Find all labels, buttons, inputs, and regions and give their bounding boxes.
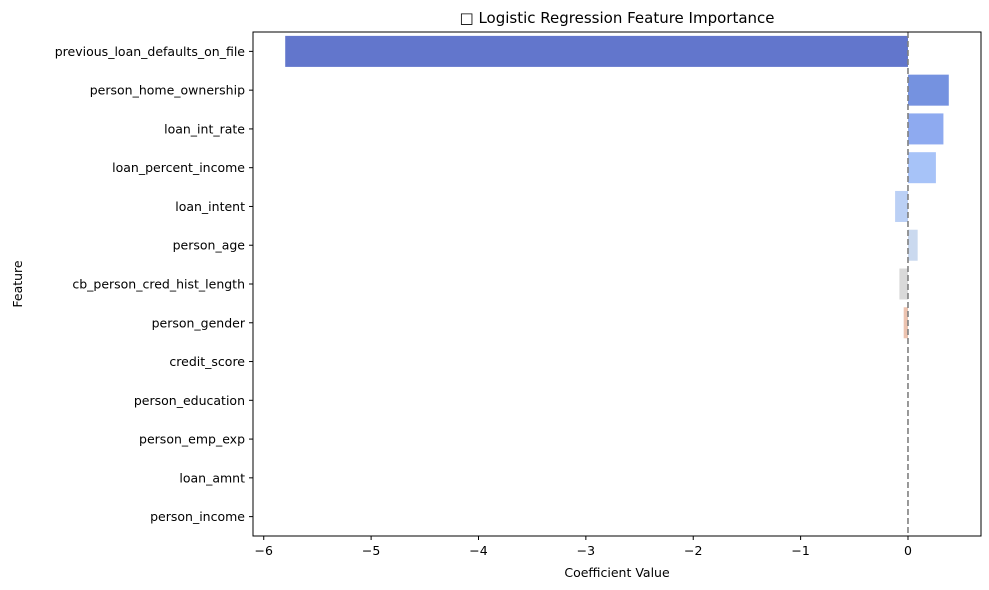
bar-previous_loan_defaults_on_file <box>285 35 908 67</box>
y-tick-label: previous_loan_defaults_on_file <box>55 44 246 59</box>
bar-person_gender <box>903 307 908 339</box>
y-tick-label: cb_person_cred_hist_length <box>72 277 245 292</box>
y-tick-label: person_emp_exp <box>139 432 245 447</box>
bar-cb_person_cred_hist_length <box>899 268 908 300</box>
x-tick-label: −2 <box>684 543 702 558</box>
y-tick-label: person_education <box>134 393 245 408</box>
x-tick-label: −5 <box>362 543 380 558</box>
bar-loan_percent_income <box>907 152 936 184</box>
x-axis-label: Coefficient Value <box>564 565 670 580</box>
x-tick-label: −6 <box>255 543 273 558</box>
x-tick-label: −3 <box>577 543 595 558</box>
bar-loan_int_rate <box>907 113 944 145</box>
y-tick-label: person_income <box>150 509 245 524</box>
y-axis-ticks: previous_loan_defaults_on_file person_hom… <box>55 44 253 524</box>
x-tick-label: 0 <box>904 543 912 558</box>
y-tick-label: loan_intent <box>175 199 245 214</box>
y-tick-label: credit_score <box>169 354 245 369</box>
x-axis-ticks: −6 −5 −4 −3 −2 −1 0 <box>255 536 912 558</box>
plot-frame <box>252 31 982 537</box>
chart-title: □ Logistic Regression Feature Importance <box>460 9 775 27</box>
bar-person_home_ownership <box>907 74 949 106</box>
bar-person_age <box>907 229 918 261</box>
bar-loan_intent <box>895 190 908 222</box>
y-tick-label: person_age <box>173 238 246 253</box>
x-tick-label: −4 <box>469 543 487 558</box>
y-tick-label: person_gender <box>152 315 246 330</box>
y-axis-label: Feature <box>10 260 25 308</box>
y-tick-label: loan_amnt <box>179 470 245 485</box>
bars-group <box>285 35 949 339</box>
y-tick-label: person_home_ownership <box>90 83 245 98</box>
x-tick-label: −1 <box>791 543 809 558</box>
y-tick-label: loan_int_rate <box>164 121 245 136</box>
y-tick-label: loan_percent_income <box>112 160 245 175</box>
